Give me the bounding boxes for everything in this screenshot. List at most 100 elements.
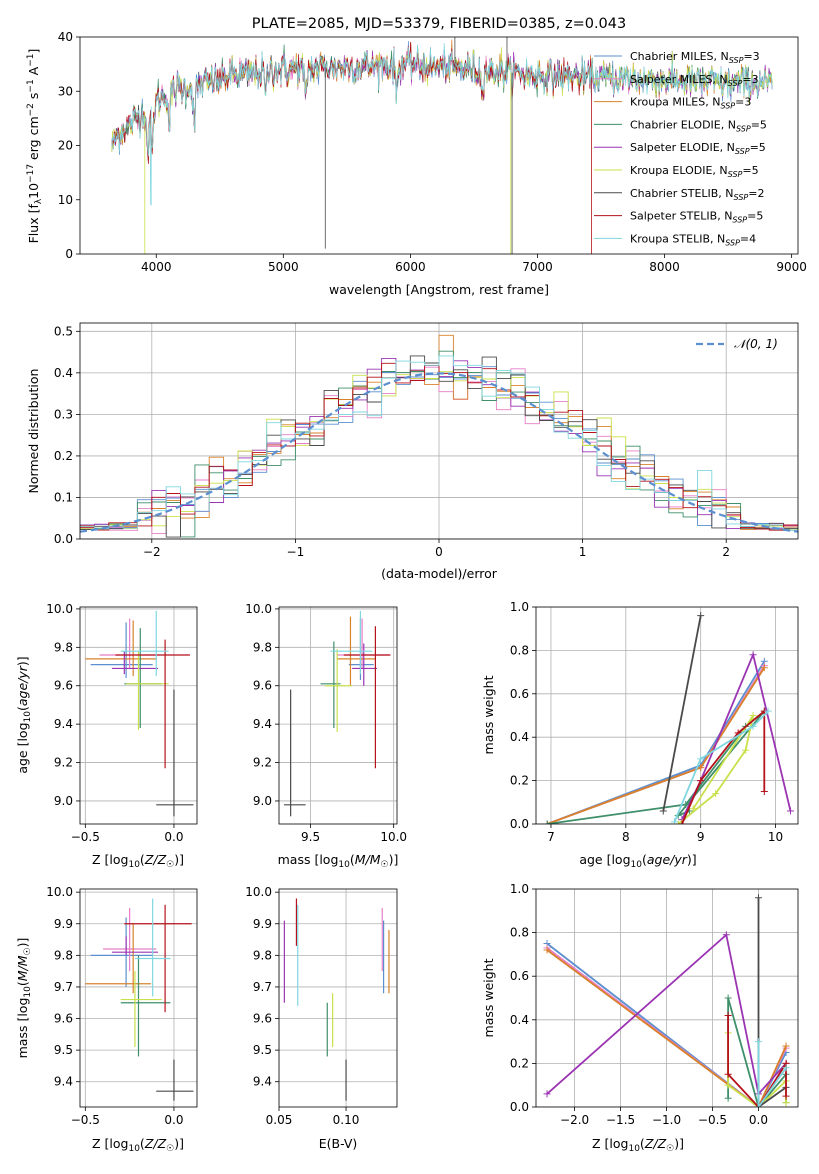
legend-label-sub-7: SSP xyxy=(732,216,747,225)
age-vs-mass-ytick-label-3: 9.6 xyxy=(253,679,272,693)
weight-vs-age-xlabel-part-0: age [log xyxy=(579,852,630,867)
weight-vs-Z-xtick-label-3: −0.5 xyxy=(698,1113,727,1127)
mass-vs-Z-xlabel-part-5: )] xyxy=(174,1136,184,1151)
weight-vs-age-marker-5-1 xyxy=(712,790,720,798)
age-vs-mass-xlabel-part-0: mass [log xyxy=(278,852,339,867)
legend-label-sub-2: SSP xyxy=(720,102,735,111)
weight-vs-age-marker-6-0 xyxy=(659,807,667,815)
mass-vs-EBV-ytick-label-0: 9.4 xyxy=(253,1075,272,1089)
legend-label-name-0: Chabrier MILES, N xyxy=(630,50,729,63)
weight-vs-age-marker-7-4 xyxy=(760,787,768,795)
mass-vs-EBV-frame xyxy=(278,888,398,1108)
age-vs-mass-plot-area xyxy=(279,607,397,824)
weight-vs-Z-marker-8-0 xyxy=(754,1038,762,1046)
weight-vs-age-marker-7-1 xyxy=(697,777,705,785)
weight-vs-Z-line-6 xyxy=(757,897,787,1107)
weight-vs-age-marker-3-0 xyxy=(543,820,551,824)
age-vs-mass-ytick-label-5: 10.0 xyxy=(245,602,272,616)
weight-vs-Z-line-4 xyxy=(546,933,787,1096)
mass-vs-EBV-xtick-label-0: 0.05 xyxy=(266,1113,293,1127)
weight-vs-Z-xtick-label-2: −1.0 xyxy=(652,1113,681,1127)
weight-vs-Z-axes: −2.0 −1.5 −1.0 −0.5 0.0 0.0 0.2 0.4 0.6 0.8 1.0 xyxy=(510,882,799,1127)
legend-label-name-8: Kroupa STELIB, N xyxy=(630,232,725,245)
mass-vs-Z-ytick-label-6: 10.0 xyxy=(46,885,73,899)
spectrum-ytick-label-1: 10 xyxy=(58,193,73,207)
spectrum-ytick-label-0: 0 xyxy=(65,247,73,261)
legend-label-sub-6: SSP xyxy=(734,193,749,202)
legend-label-n-0: =3 xyxy=(743,50,759,63)
weight-vs-Z-marker-8-2 xyxy=(782,1064,790,1072)
residuals-ytick-label-1: 0.1 xyxy=(54,490,73,504)
spectrum-ylabel-part-3: −17 xyxy=(26,164,36,183)
weight-vs-Z-marker-2-0 xyxy=(543,946,551,954)
mass-vs-EBV-ytick-label-3: 9.7 xyxy=(253,980,272,994)
weight-vs-Z-marker-2-2 xyxy=(782,1042,790,1050)
mass-vs-EBV-plot-area xyxy=(279,889,397,1107)
age-vs-mass-ytick-label-2: 9.4 xyxy=(253,717,272,731)
weight-vs-Z-marker-8-1 xyxy=(754,1103,762,1107)
residuals-legend-label: 𝒩(0, 1) xyxy=(734,337,778,351)
weight-vs-Z-ticks: −2.0 −1.5 −1.0 −0.5 0.0 0.0 0.2 0.4 0.6 0.8 1.0 xyxy=(510,882,768,1127)
mass-vs-Z-ylabel-part-0: mass [log xyxy=(15,998,30,1059)
legend-label-n-3: =5 xyxy=(751,118,767,131)
residuals-axes: −2 −1 0 1 2 0.0 0.1 0.2 0.3 0.4 0.5 xyxy=(54,322,799,559)
weight-vs-age-line-8 xyxy=(673,710,769,823)
weight-vs-Z-marker-4-0 xyxy=(543,1090,551,1098)
legend-label-sub-3: SSP xyxy=(736,124,751,133)
weight-vs-Z-xtick-label-4: 0.0 xyxy=(749,1113,768,1127)
mass-vs-Z-xlabel-part-4: ☉ xyxy=(166,1144,174,1154)
spectrum-ylabel-part-6: s xyxy=(26,93,41,104)
mass-vs-Z-xlabel-part-3: Z/Z xyxy=(144,1136,167,1151)
weight-vs-Z-marker-5-1 xyxy=(724,1081,732,1089)
legend-label-sub-5: SSP xyxy=(728,170,743,179)
weight-vs-Z-ytick-label-3: 0.6 xyxy=(510,969,529,983)
legend-label-name-7: Salpeter STELIB, N xyxy=(630,210,732,223)
legend-label-sub-8: SSP xyxy=(725,238,740,247)
weight-vs-Z-marker-4-1 xyxy=(722,931,730,939)
weight-vs-age-plot-area xyxy=(536,607,798,824)
weight-vs-Z-line-8 xyxy=(757,1041,787,1107)
spectrum-xtick-label-5: 9000 xyxy=(776,260,807,274)
spectrum-ylabel-part-7: −1 xyxy=(26,79,36,92)
spectrum-xtick-label-0: 4000 xyxy=(141,260,172,274)
mass-vs-EBV-ytick-label-5: 9.9 xyxy=(253,917,272,931)
weight-vs-age-marker-5-4 xyxy=(689,805,697,813)
legend-label-n-8: =4 xyxy=(740,232,756,245)
mass-vs-Z-xlabel-part-0: Z [log xyxy=(92,1136,128,1151)
weight-vs-Z-line-0 xyxy=(546,942,787,1107)
weight-vs-age-marker-8-3 xyxy=(764,707,772,715)
weight-vs-Z-ytick-label-1: 0.2 xyxy=(510,1056,529,1070)
legend-label-0: Chabrier MILES, NSSP=3 xyxy=(630,50,760,65)
mass-vs-Z-ylabel-part-1: 10 xyxy=(23,986,33,998)
age-vs-mass-xlabel-part-1: 10 xyxy=(338,860,350,870)
weight-vs-Z-xlabel-part-2: ( xyxy=(640,1136,645,1151)
age-vs-mass-ytick-label-4: 9.8 xyxy=(253,640,272,654)
legend-label-n-2: =3 xyxy=(735,96,751,109)
weight-vs-age-xtick-label-0: 7 xyxy=(547,830,555,844)
weight-vs-Z-ylabel: mass weight xyxy=(481,958,496,1037)
hist-series-7 xyxy=(80,362,798,531)
legend-label-name-5: Kroupa ELODIE, N xyxy=(630,164,728,177)
mass-vs-Z-xtick-label-0: −0.5 xyxy=(71,1113,100,1127)
age-vs-Z-ylabel-part-3: age/yr xyxy=(15,665,30,706)
weight-vs-Z-marker-7-0 xyxy=(724,1011,732,1019)
mass-vs-Z-ytick-label-2: 9.6 xyxy=(54,1012,73,1026)
spectrum-ticks: 4000 5000 6000 7000 8000 9000 0 10 20 30 40 xyxy=(58,30,807,274)
spectrum-xtick-label-3: 7000 xyxy=(522,260,553,274)
mass-vs-Z-frame xyxy=(79,888,198,1108)
age-vs-Z-ytick-label-2: 9.4 xyxy=(54,717,73,731)
weight-vs-Z-xlabel: Z [log10​(Z/Z☉​)] xyxy=(592,1136,684,1154)
residuals-xtick-label-0: −2 xyxy=(143,545,161,559)
age-vs-Z-xlabel: Z [log10​(Z/Z☉​)] xyxy=(92,852,184,870)
weight-vs-age-ticks: 7 8 9 10 0.0 0.2 0.4 0.6 0.8 1.0 xyxy=(510,600,783,844)
residuals-ticks: −2 −1 0 1 2 0.0 0.1 0.2 0.3 0.4 0.5 xyxy=(54,324,730,559)
spectrum-xlabel: wavelength [Angstrom, rest frame] xyxy=(329,282,549,297)
mass-vs-EBV-ytick-label-1: 9.5 xyxy=(253,1043,272,1057)
weight-vs-age-ytick-label-1: 0.2 xyxy=(510,774,529,788)
weight-vs-age-ylabel: mass weight xyxy=(481,675,496,754)
weight-vs-age-ytick-label-4: 0.8 xyxy=(510,643,529,657)
mass-vs-Z-ytick-label-0: 9.4 xyxy=(54,1075,73,1089)
legend-label-6: Chabrier STELIB, NSSP=2 xyxy=(630,187,764,202)
